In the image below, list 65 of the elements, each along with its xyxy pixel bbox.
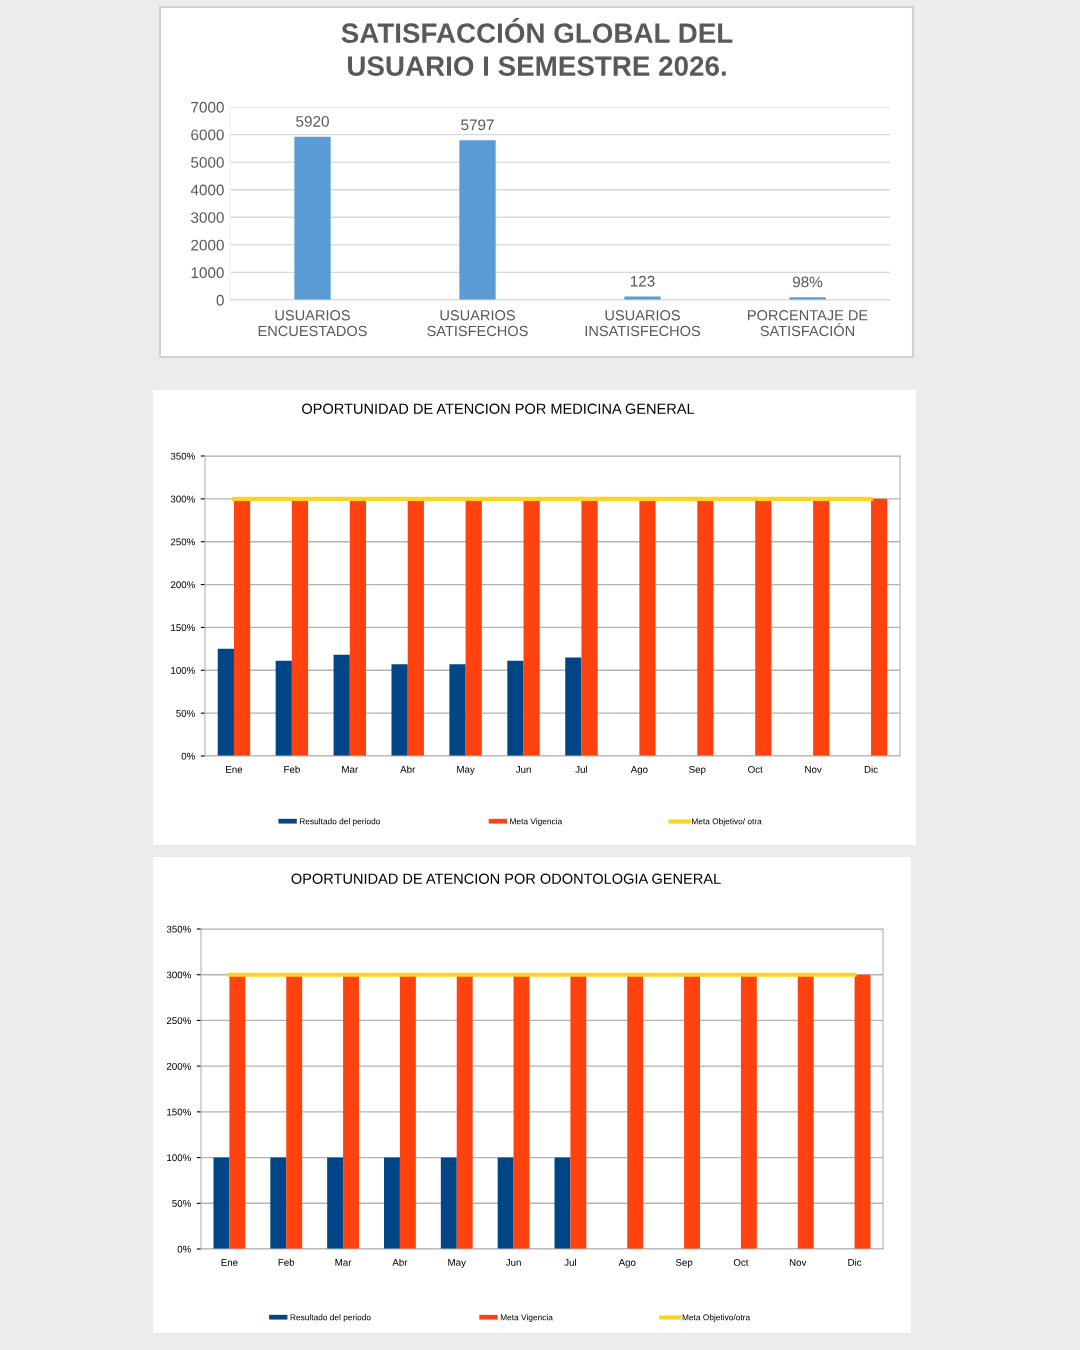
x-tick-label: Oct [733,1258,749,1266]
data-label: 5920 [296,115,329,127]
y-tick-label: 350% [166,925,191,933]
x-tick-label: Nov [805,766,822,773]
y-tick-label: 200% [170,581,195,589]
y-tick-label: 100% [167,1154,191,1162]
x-tick-label: Sep [675,1258,693,1268]
x-tick-label: Ago [618,1259,636,1268]
y-tick-label: 4000 [190,184,224,196]
x-tick-label: Mar [342,766,358,773]
data-label: 123 [630,275,655,287]
data-label: 5797 [461,119,494,131]
x-tick-label: Ago [630,766,648,775]
x-tick-label: Abr [400,765,416,773]
x-tick-label: Nov [789,1259,807,1266]
x-tick-label: May [457,766,475,775]
chart-title: SATISFACCIÓN GLOBAL DEL USUARIO I SEMESTRE 2026. [341,18,733,76]
legend-label: Meta Objetivo/ otra [692,818,762,826]
x-tick-label: Ene [226,766,243,773]
y-tick-label: 0% [177,1245,191,1253]
y-tick-label: 6000 [191,129,224,141]
x-tick-label: Feb [278,1258,295,1266]
x-tick-label: Sep [689,765,706,775]
x-tick-label: Mar [335,1259,352,1266]
y-tick-label: 2000 [191,239,224,251]
x-tick-label: May [448,1259,466,1268]
y-tick-label: 7000 [191,101,224,113]
x-tick-label: USUARIOS ENCUESTADOS [258,310,367,337]
y-tick-label: 50% [172,1200,191,1207]
y-tick-label: 150% [171,624,195,632]
y-tick-label: 250% [166,1017,191,1025]
y-tick-label: 0% [181,752,195,760]
x-tick-label: Abr [392,1258,408,1266]
legend-label: Meta Vigencia [500,1314,553,1322]
x-tick-label: Oct [748,765,763,773]
x-tick-label: USUARIOS INSATISFECHOS [585,310,701,337]
x-tick-label: PORCENTAJE DE SATISFACIÓN [748,310,868,337]
legend-label: Resultado del periodo [290,1314,371,1322]
y-tick-label: 50% [176,709,195,717]
x-tick-label: Dic [864,765,878,773]
x-tick-label: USUARIOS SATISFECHOS [427,310,528,337]
x-tick-label: Dic [848,1258,862,1266]
x-tick-label: Jul [564,1258,576,1266]
y-tick-label: 1000 [191,267,224,279]
x-tick-label: Ene [221,1259,238,1266]
x-tick-label: Jun [515,766,531,773]
y-tick-label: 300% [166,971,191,979]
data-label: 98% [792,276,823,288]
y-tick-label: 200% [166,1062,191,1070]
y-tick-label: 300% [170,495,195,503]
legend-label: Resultado del periodo [299,818,381,826]
y-tick-label: 5000 [191,157,224,168]
x-tick-label: Jul [575,765,588,773]
y-tick-label: 3000 [191,212,224,223]
y-tick-label: 150% [167,1108,191,1116]
y-tick-label: 100% [171,667,195,674]
y-tick-label: 0 [216,294,224,306]
y-tick-label: 250% [170,538,195,546]
legend-label: Meta Vigencia [510,818,563,826]
legend-label: Meta Objetivo/otra [682,1314,751,1322]
chart-title: OPORTUNIDAD DE ATENCION POR MEDICINA GENERAL [302,403,695,414]
chart-title: OPORTUNIDAD DE ATENCION POR ODONTOLOGIA GENERAL [291,873,721,884]
y-tick-label: 350% [170,452,195,460]
x-tick-label: Jun [505,1259,521,1266]
x-tick-label: Feb [284,765,300,773]
